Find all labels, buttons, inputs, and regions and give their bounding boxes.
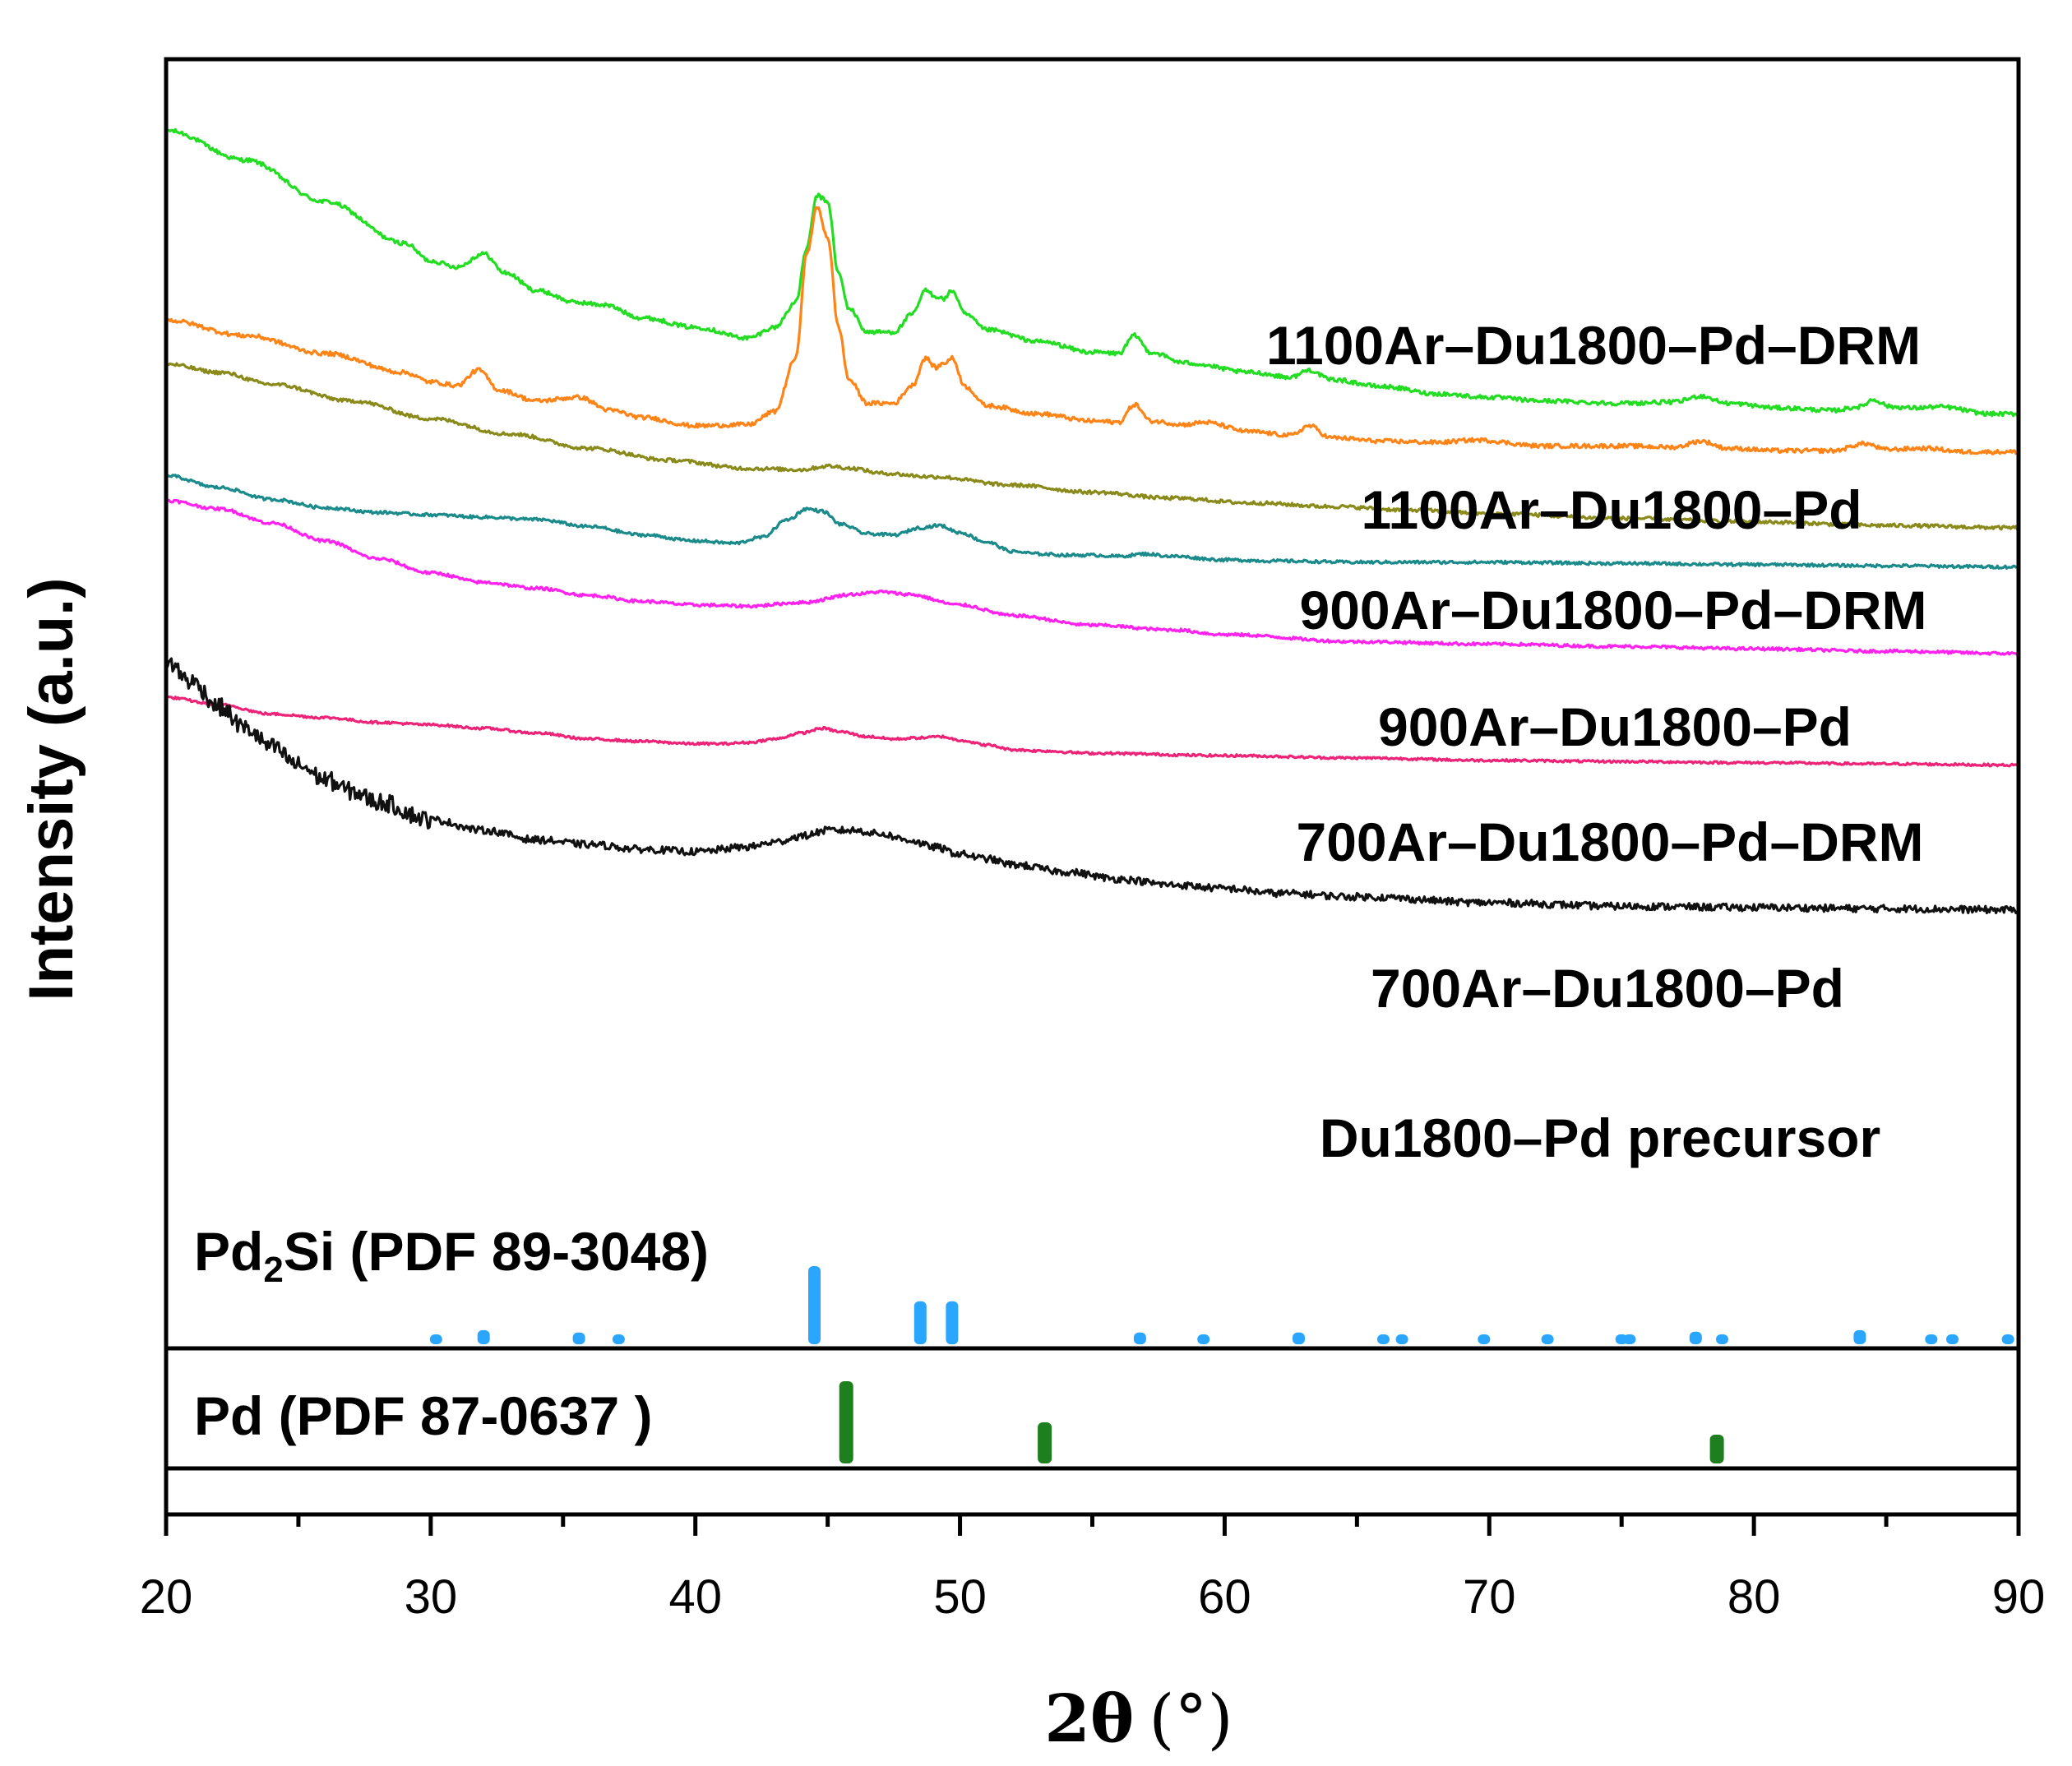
reference-peak-1-22 <box>2001 1334 2014 1344</box>
series-label-6: 700Ar–Du1800–Pd <box>1371 958 1844 1019</box>
x-axis-label-unit: (°) <box>1149 1680 1233 1757</box>
reference-peak-1-12 <box>1395 1334 1408 1344</box>
x-axis-label-main: 2θ <box>1044 1680 1134 1757</box>
series-line-2 <box>164 206 2020 455</box>
series-line-5 <box>165 498 2019 657</box>
reference-peak-1-17 <box>1689 1331 1702 1344</box>
x-tick-label: 30 <box>405 1570 458 1624</box>
reference-peak-1-16 <box>1623 1334 1636 1344</box>
reference-peak-1-11 <box>1377 1334 1390 1344</box>
series-label-4: 900Ar–Du1800–Pd <box>1378 696 1852 757</box>
reference-pattern-layer <box>429 1266 2014 1463</box>
x-axis-ticks: 20 30 40 50 60 70 80 90 <box>140 1514 2046 1624</box>
reference-peak-1-1 <box>429 1334 442 1344</box>
reference-peak-1-21 <box>1946 1334 1959 1344</box>
series-layer <box>164 127 2020 915</box>
reference-peak-2-2 <box>1038 1422 1052 1463</box>
reference-label-layer: Pd2Si (PDF 89-3048) Pd (PDF 87-0637 ) <box>194 1221 709 1446</box>
reference-peak-1-19 <box>1853 1329 1866 1344</box>
x-tick-label: 70 <box>1463 1570 1516 1624</box>
series-line-4 <box>165 473 2020 570</box>
reference-peak-1-3 <box>572 1332 585 1345</box>
reference-peak-1-6 <box>913 1301 927 1345</box>
series-line-7 <box>164 657 2019 915</box>
series-label-2: 1100Ar–Du1800–Pd <box>1361 479 1862 540</box>
series-line-1 <box>164 127 2020 418</box>
x-tick-label: 60 <box>1198 1570 1251 1624</box>
x-tick-label: 90 <box>1992 1570 2046 1624</box>
reference-peak-1-5 <box>808 1266 821 1344</box>
reference-peak-2-1 <box>839 1381 853 1463</box>
series-label-3: 900Ar–Du1800–Pd–DRM <box>1299 580 1926 640</box>
reference-label-subscript: 2 <box>263 1250 283 1290</box>
series-label-5: 700Ar–Du1800–Pd–DRM <box>1296 811 1923 872</box>
reference-peak-1-9 <box>1197 1334 1210 1344</box>
x-tick-label: 20 <box>140 1570 193 1624</box>
series-label-1: 1100Ar–Du1800–Pd–DRM <box>1266 315 1921 376</box>
reference-peak-1-10 <box>1293 1332 1305 1345</box>
reference-label-2: Pd (PDF 87-0637 ) <box>194 1385 653 1446</box>
reference-label-main: Pd (PDF 87-0637 ) <box>194 1385 653 1446</box>
reference-peak-1-13 <box>1478 1334 1491 1344</box>
series-line-6 <box>165 696 2019 768</box>
x-tick-label: 80 <box>1727 1570 1781 1624</box>
reference-peak-1-8 <box>1133 1332 1146 1345</box>
reference-peak-1-2 <box>477 1329 490 1344</box>
y-axis-label: Intensity (a.u.) <box>16 577 86 1001</box>
x-axis-label: 2θ (°) <box>1044 1680 1233 1757</box>
reference-label-rest: Si (PDF 89-3048) <box>284 1221 709 1282</box>
reference-peak-1-20 <box>1925 1334 1938 1344</box>
reference-peak-2-3 <box>1709 1435 1724 1463</box>
x-tick-label: 40 <box>668 1570 722 1624</box>
series-label-layer: 1100Ar–Du1800–Pd–DRM 1100Ar–Du1800–Pd 900A… <box>1266 315 1927 1168</box>
series-label-7: Du1800–Pd precursor <box>1320 1107 1880 1168</box>
series-line-3 <box>165 362 2020 531</box>
x-tick-label: 50 <box>933 1570 987 1624</box>
reference-peak-1-7 <box>946 1301 959 1345</box>
reference-peak-1-18 <box>1716 1334 1728 1344</box>
reference-label-1: Pd2Si (PDF 89-3048) <box>194 1221 709 1290</box>
reference-peak-1-4 <box>612 1334 625 1344</box>
reference-label-main: Pd <box>194 1221 263 1282</box>
reference-peak-1-14 <box>1541 1334 1554 1344</box>
